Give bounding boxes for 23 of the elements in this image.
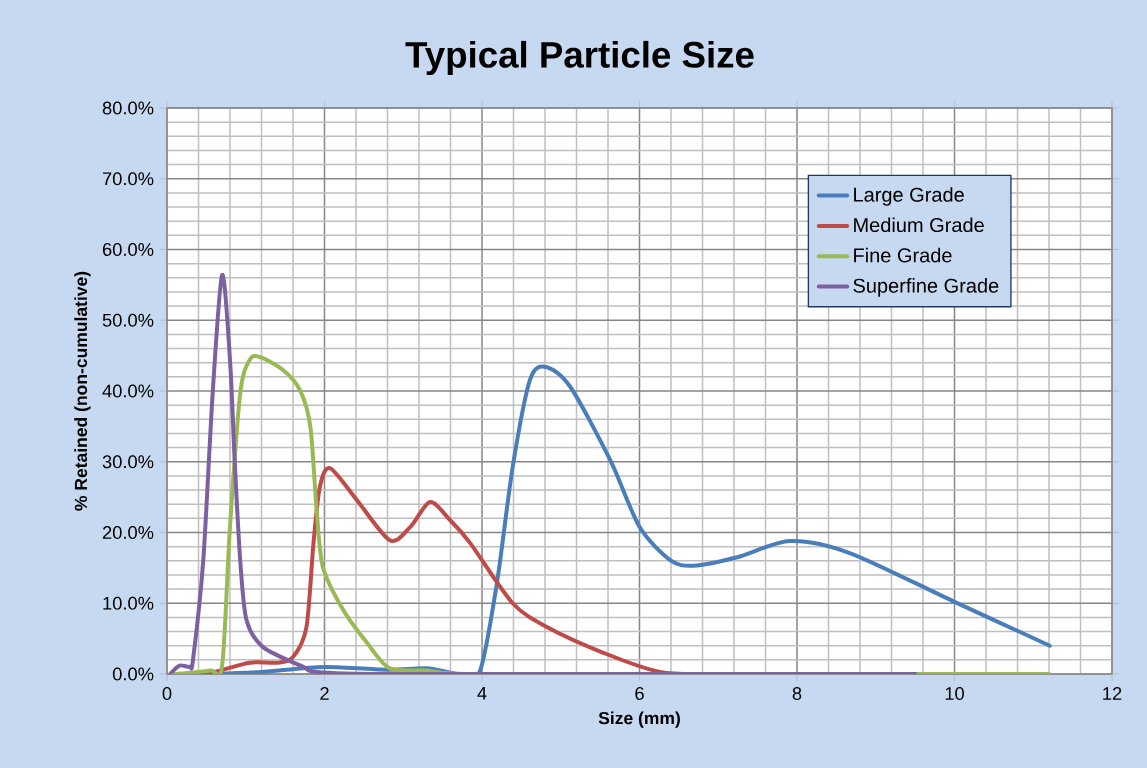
x-tick-label: 6: [635, 687, 644, 700]
y-tick-label: 20.0%: [102, 526, 154, 539]
y-tick-label: 70.0%: [102, 172, 154, 186]
x-tick-label: 12: [1103, 687, 1122, 700]
legend-label: Fine Grade: [854, 247, 952, 263]
x-axis-title: Size (mm): [598, 711, 680, 728]
chart-title: Typical Particle Size: [405, 40, 754, 76]
y-axis-title: % Retained (non-cumulative): [74, 271, 91, 511]
x-tick-label: 2: [320, 687, 329, 700]
y-tick-label: 80.0%: [102, 101, 154, 115]
legend-label: Superfine Grade: [853, 278, 999, 297]
x-tick-label: 10: [945, 687, 964, 700]
y-tick-label: 50.0%: [102, 313, 154, 327]
legend-label: Medium Grade: [854, 217, 984, 233]
x-tick-label: 8: [792, 687, 802, 700]
y-tick-label: 60.0%: [102, 243, 154, 256]
x-tick-label: 4: [477, 687, 487, 700]
y-tick-label: 10.0%: [103, 596, 154, 610]
y-tick-label: 40.0%: [102, 384, 154, 398]
y-tick-label: 30.0%: [102, 455, 154, 469]
legend-label: Large Grade: [854, 187, 964, 206]
y-tick-label: 0.0%: [112, 667, 154, 681]
x-tick-label: 0: [162, 687, 172, 700]
